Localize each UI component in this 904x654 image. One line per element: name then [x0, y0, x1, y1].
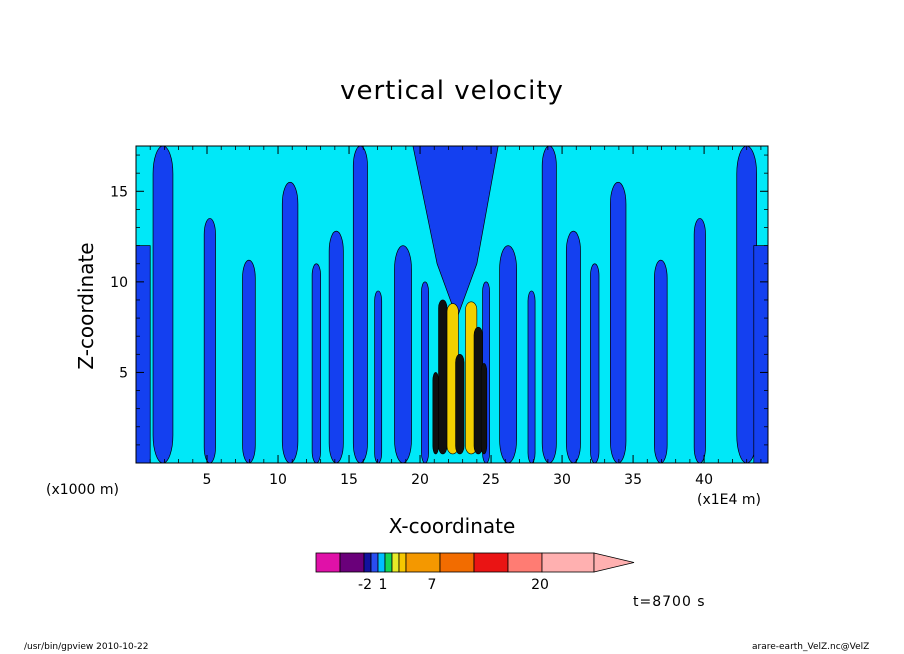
negative-velocity-band	[374, 290, 383, 463]
negative-velocity-band	[242, 259, 256, 463]
colorbar-segment	[391, 552, 400, 573]
x-tick-label: 20	[411, 472, 429, 488]
x-tick-label: 25	[482, 472, 500, 488]
negative-velocity-band	[203, 218, 216, 463]
time-annotation: t=8700 s	[633, 594, 706, 610]
x-tick-label: 35	[624, 472, 642, 488]
x-tick-label: 5	[203, 472, 212, 488]
footer-program-date: /usr/bin/gpview 2010-10-22	[24, 642, 149, 652]
x-tick-label: 40	[695, 472, 713, 488]
footer-file-variable: arare-earth_VelZ.nc@VelZ	[752, 642, 870, 652]
negative-velocity-band	[499, 245, 517, 463]
negative-velocity-band	[527, 290, 536, 463]
y-axis-label: Z-coordinate	[74, 242, 98, 370]
colorbar-segment	[339, 552, 365, 573]
negative-velocity-band	[565, 230, 581, 463]
x-tick-label: 15	[340, 472, 358, 488]
colorbar-segment	[398, 552, 407, 573]
negative-velocity-band	[421, 281, 429, 463]
colorbar-segment	[384, 552, 393, 573]
y-tick-label: 15	[110, 184, 128, 200]
colorbar-tick-label: 20	[531, 577, 549, 593]
negative-velocity-band	[152, 146, 174, 463]
colorbar-tick-label: 1	[379, 577, 388, 593]
colorbar-extend-arrow	[593, 552, 635, 573]
y-tick-label: 10	[110, 275, 128, 291]
colorbar-segment	[370, 552, 379, 573]
x-axis-label: X-coordinate	[388, 514, 516, 538]
negative-velocity-band	[541, 146, 557, 463]
negative-velocity-band	[394, 245, 412, 463]
negative-velocity-band	[311, 263, 321, 463]
colorbar-segment	[507, 552, 543, 573]
convective-core-streak	[455, 354, 465, 455]
negative-velocity-band	[281, 181, 299, 463]
colorbar-segment	[405, 552, 441, 573]
x-axis-unit-left: (x1000 m)	[46, 482, 119, 498]
convective-core-streak	[432, 372, 439, 455]
x-tick-label: 30	[553, 472, 571, 488]
x-tick-label: 10	[269, 472, 287, 488]
colorbar-segment	[377, 552, 386, 573]
colorbar-tick-label: -2	[358, 577, 372, 593]
convective-core-streak	[480, 363, 488, 455]
chart-title: vertical velocity	[340, 76, 564, 106]
colorbar-segment	[439, 552, 475, 573]
colorbar-segment	[473, 552, 509, 573]
convective-core-streak	[438, 299, 448, 455]
x-axis-unit-right: (x1E4 m)	[697, 492, 761, 508]
colorbar-segment	[315, 552, 341, 573]
negative-velocity-band	[654, 259, 668, 463]
colorbar-segment	[363, 552, 372, 573]
negative-velocity-band	[328, 230, 344, 463]
negative-velocity-band	[693, 218, 706, 463]
negative-velocity-plume	[412, 146, 499, 320]
negative-velocity-band	[590, 263, 600, 463]
plot-frame	[135, 145, 769, 464]
negative-velocity-band	[352, 146, 368, 463]
y-tick-label: 5	[119, 365, 128, 381]
negative-velocity-band	[610, 181, 627, 463]
colorbar-tick-label: 7	[428, 577, 437, 593]
colorbar-segment	[541, 552, 595, 573]
